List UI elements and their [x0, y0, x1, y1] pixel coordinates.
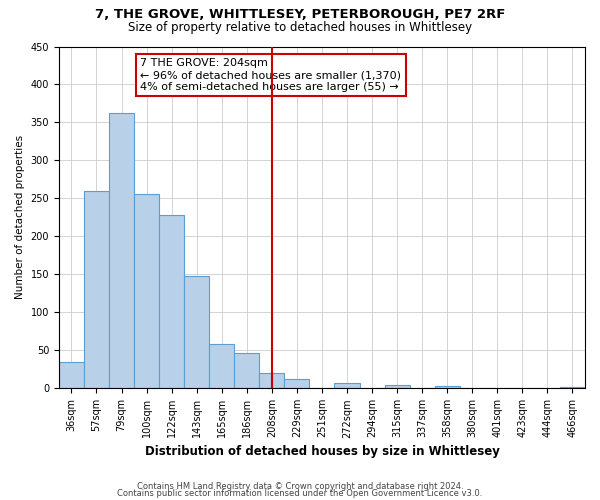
Y-axis label: Number of detached properties: Number of detached properties — [15, 136, 25, 300]
Text: Contains public sector information licensed under the Open Government Licence v3: Contains public sector information licen… — [118, 488, 482, 498]
Text: 7, THE GROVE, WHITTLESEY, PETERBOROUGH, PE7 2RF: 7, THE GROVE, WHITTLESEY, PETERBOROUGH, … — [95, 8, 505, 20]
Bar — [159, 215, 184, 388]
Bar — [284, 379, 310, 388]
Bar — [109, 114, 134, 388]
X-axis label: Distribution of detached houses by size in Whittlesey: Distribution of detached houses by size … — [145, 444, 499, 458]
Bar — [84, 191, 109, 388]
Bar — [134, 194, 159, 388]
Bar — [59, 362, 84, 388]
Bar — [334, 383, 359, 388]
Bar — [560, 387, 585, 388]
Text: Contains HM Land Registry data © Crown copyright and database right 2024.: Contains HM Land Registry data © Crown c… — [137, 482, 463, 491]
Bar — [209, 344, 234, 389]
Text: Size of property relative to detached houses in Whittlesey: Size of property relative to detached ho… — [128, 21, 472, 34]
Bar — [385, 384, 410, 388]
Bar — [184, 276, 209, 388]
Bar — [234, 354, 259, 388]
Text: 7 THE GROVE: 204sqm
← 96% of detached houses are smaller (1,370)
4% of semi-deta: 7 THE GROVE: 204sqm ← 96% of detached ho… — [140, 58, 401, 92]
Bar — [434, 386, 460, 388]
Bar — [259, 373, 284, 388]
